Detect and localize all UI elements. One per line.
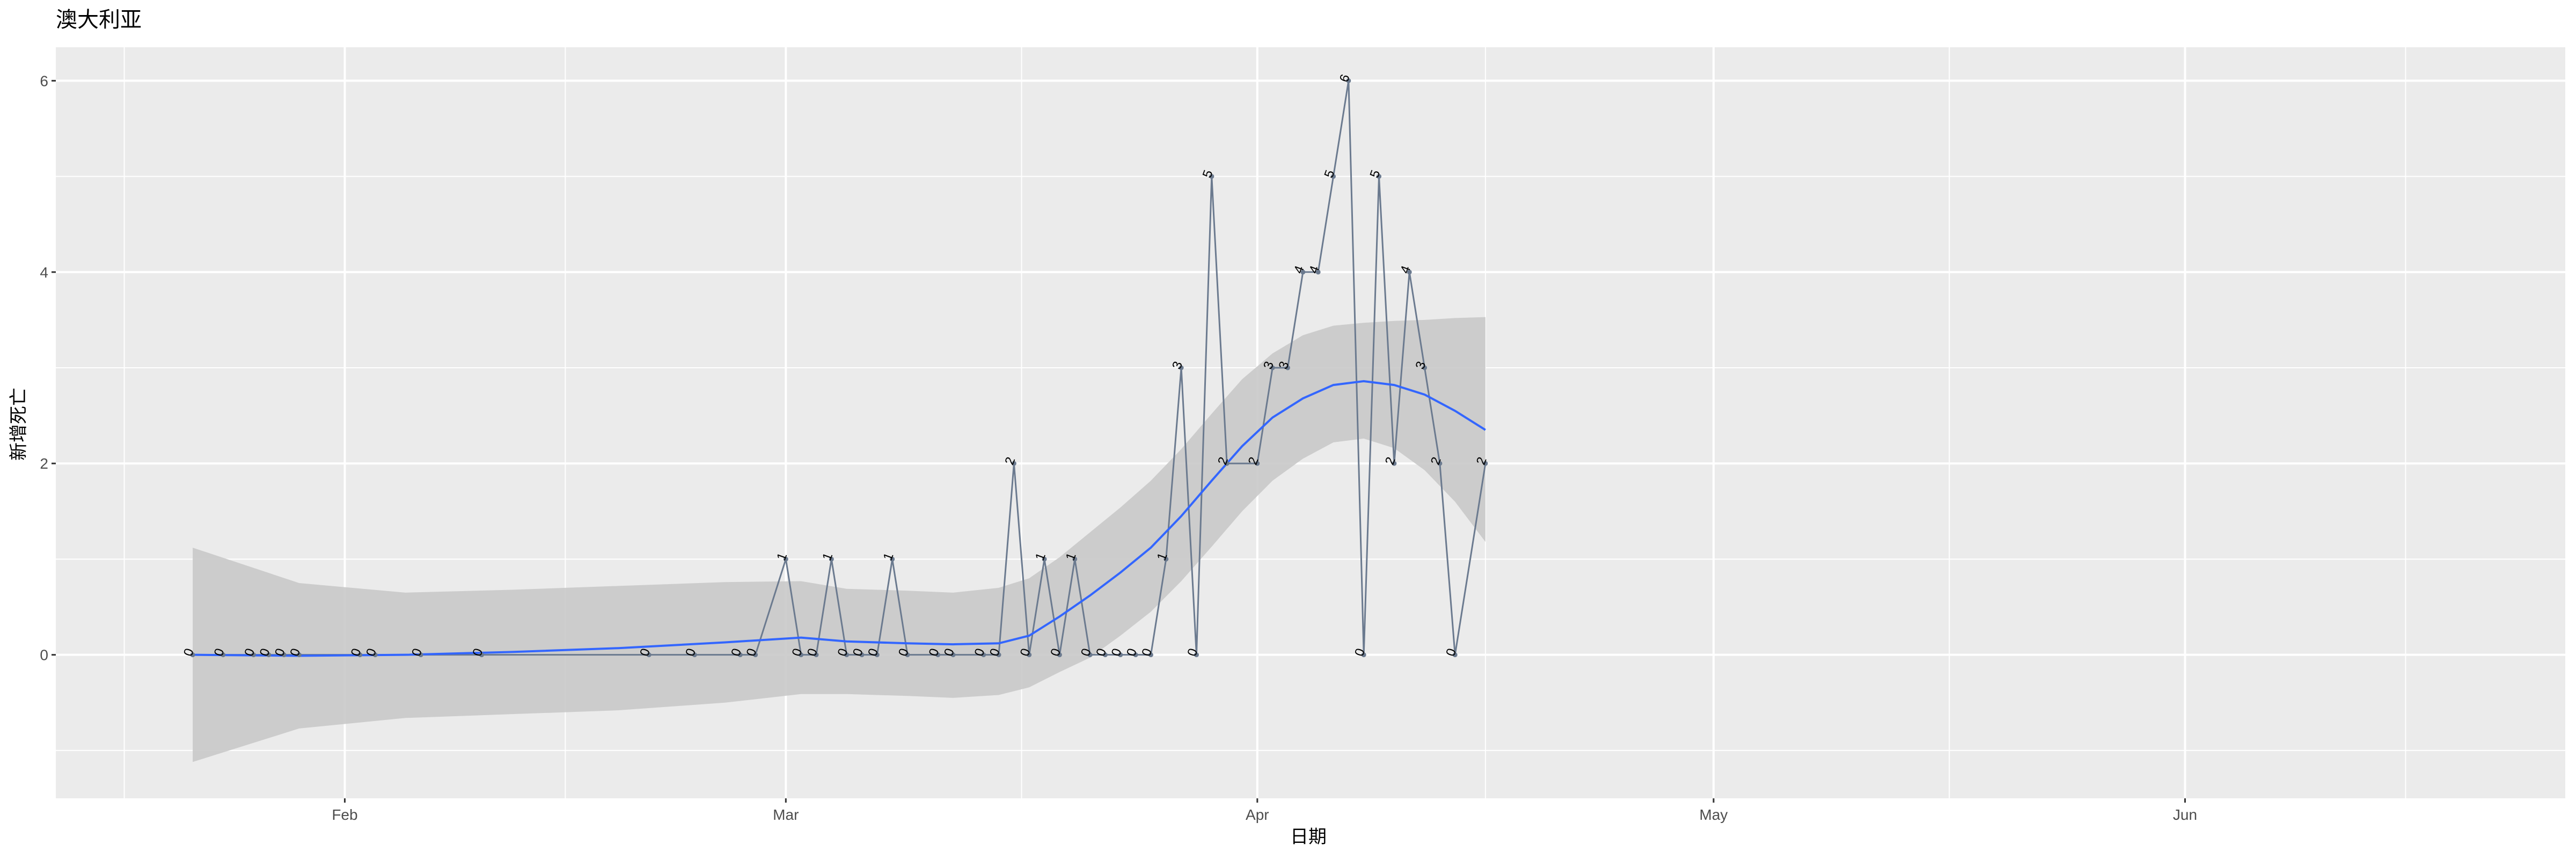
data-point bbox=[1422, 365, 1428, 370]
data-point bbox=[1057, 652, 1062, 658]
x-axis-title: 日期 bbox=[1290, 826, 1327, 848]
x-tick-label: Mar bbox=[773, 806, 799, 823]
data-point bbox=[753, 652, 758, 658]
y-tick-label: 0 bbox=[40, 647, 48, 664]
data-point bbox=[1118, 652, 1123, 658]
chart-title: 澳大利亚 bbox=[56, 8, 142, 32]
data-point bbox=[372, 652, 378, 658]
data-point bbox=[981, 652, 986, 658]
data-point bbox=[1270, 365, 1275, 370]
data-point bbox=[890, 556, 895, 562]
data-point bbox=[829, 556, 834, 562]
data-point bbox=[874, 652, 880, 658]
data-point bbox=[1452, 652, 1458, 658]
data-point bbox=[1224, 461, 1230, 466]
x-tick-label: May bbox=[1700, 806, 1728, 823]
data-point bbox=[1315, 270, 1321, 275]
data-point bbox=[1331, 174, 1336, 179]
y-axis: 0 2 4 6 bbox=[40, 72, 56, 664]
data-point bbox=[905, 652, 910, 658]
data-point bbox=[1042, 556, 1047, 562]
y-axis-title: 新增死亡 bbox=[8, 388, 30, 461]
data-point bbox=[296, 652, 302, 658]
data-point bbox=[814, 652, 819, 658]
data-point bbox=[1346, 78, 1351, 83]
data-point bbox=[1087, 652, 1093, 658]
data-point bbox=[190, 652, 195, 658]
data-point bbox=[251, 652, 256, 658]
x-tick-label: Jun bbox=[2173, 806, 2197, 823]
y-tick-label: 6 bbox=[40, 72, 48, 89]
data-point bbox=[357, 652, 363, 658]
data-point bbox=[1133, 652, 1138, 658]
data-point bbox=[1072, 556, 1078, 562]
data-point bbox=[859, 652, 865, 658]
data-point bbox=[1148, 652, 1153, 658]
data-point bbox=[479, 652, 485, 658]
data-point bbox=[1011, 461, 1016, 466]
data-point bbox=[996, 652, 1001, 658]
x-tick-label: Apr bbox=[1246, 806, 1269, 823]
data-point bbox=[1361, 652, 1366, 658]
data-point bbox=[783, 556, 788, 562]
x-tick-label: Feb bbox=[332, 806, 357, 823]
data-point bbox=[935, 652, 941, 658]
data-point bbox=[646, 652, 652, 658]
y-tick-label: 4 bbox=[40, 264, 48, 281]
data-point bbox=[1300, 270, 1306, 275]
data-point bbox=[266, 652, 272, 658]
data-point bbox=[221, 652, 226, 658]
data-point bbox=[844, 652, 850, 658]
data-point bbox=[692, 652, 697, 658]
smooth-curve bbox=[193, 380, 1486, 657]
data-point bbox=[1255, 461, 1260, 466]
data-point bbox=[1483, 461, 1488, 466]
data-point bbox=[1102, 652, 1108, 658]
data-point bbox=[418, 652, 423, 658]
data-points bbox=[190, 78, 1488, 658]
data-point bbox=[950, 652, 956, 658]
smooth-line bbox=[193, 380, 1486, 657]
data-point bbox=[1377, 174, 1382, 179]
y-tick-label: 2 bbox=[40, 455, 48, 472]
data-point bbox=[1285, 365, 1290, 370]
data-point bbox=[281, 652, 287, 658]
data-point bbox=[799, 652, 804, 658]
data-point bbox=[737, 652, 743, 658]
x-axis: Feb Mar Apr May Jun bbox=[332, 798, 2197, 823]
data-point bbox=[1209, 174, 1214, 179]
data-point bbox=[1027, 652, 1032, 658]
minor-grid bbox=[56, 47, 2565, 798]
data-point bbox=[1194, 652, 1199, 658]
data-point bbox=[1437, 461, 1443, 466]
data-point bbox=[1407, 270, 1412, 275]
data-point bbox=[1392, 461, 1397, 466]
data-point bbox=[1163, 556, 1169, 562]
data-point bbox=[1179, 365, 1184, 370]
